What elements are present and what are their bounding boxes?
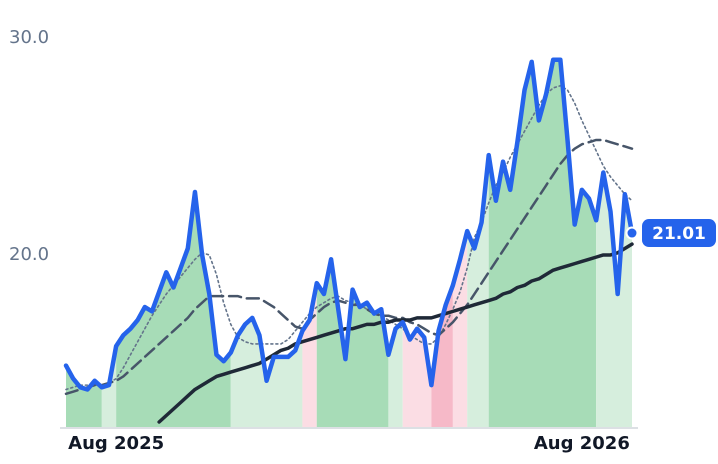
last-value-pill [642, 219, 716, 248]
zone-area [488, 59, 597, 427]
last-value-label: 21.01 [652, 224, 706, 244]
series-line [65, 84, 633, 391]
series-line [157, 242, 634, 424]
zone-area [116, 192, 231, 427]
last-point [625, 226, 639, 240]
x-tick-label: Aug 2026 [534, 433, 630, 454]
zone-area [230, 317, 303, 427]
series-line [64, 138, 634, 396]
y-tick-label: 30.0 [9, 27, 49, 48]
x-tick-label: Aug 2025 [68, 433, 164, 454]
zone-area [388, 322, 403, 427]
zone-area [302, 283, 317, 427]
series-line [63, 57, 635, 392]
y-tick-label: 20.0 [9, 244, 49, 265]
